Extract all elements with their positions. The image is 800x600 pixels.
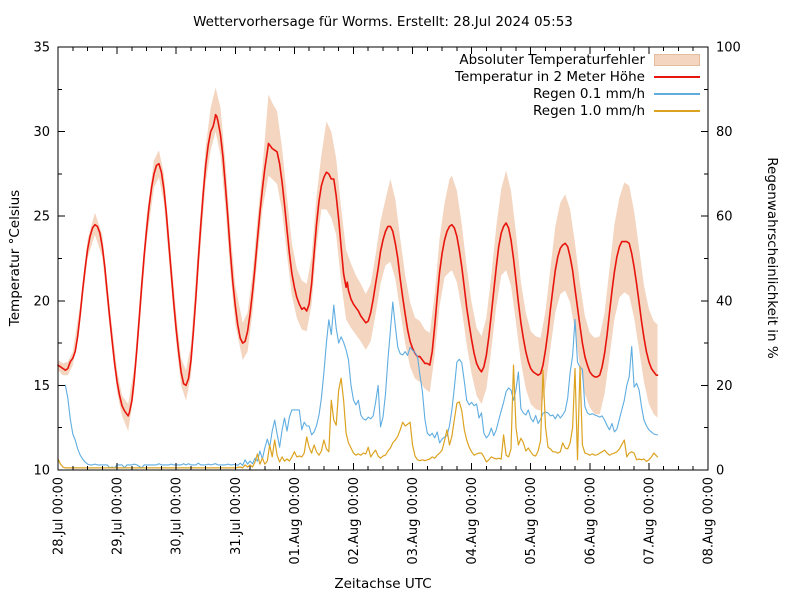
y-axis-label-right: Regenwahrscheinlichkeit in % <box>764 157 780 359</box>
y-left-tick-label: 30 <box>33 125 50 140</box>
x-tick-label: 28.Jul 00:00 <box>52 477 67 555</box>
y-right-tick-label: 80 <box>716 125 733 140</box>
temperature-error-band <box>58 87 658 432</box>
temperature-line <box>57 113 659 417</box>
y-right-tick-label: 60 <box>716 210 733 225</box>
y-right-tick-label: 100 <box>716 41 741 56</box>
legend-label: Regen 1.0 mm/h <box>533 102 645 119</box>
legend-item-temperature: Temperatur in 2 Meter Höhe <box>455 68 700 85</box>
y-left-tick-label: 10 <box>33 464 50 479</box>
y-left-tick-label: 25 <box>33 210 50 225</box>
y-axis-label-left: Temperatur °Celsius <box>7 189 23 327</box>
y-tick-labels-left: 10 15 20 25 30 35 <box>33 41 50 479</box>
x-tick-label: 07.Aug 00:00 <box>642 477 657 565</box>
x-tick-label: 30.Jul 00:00 <box>170 477 185 555</box>
x-tick-label: 29.Jul 00:00 <box>111 477 126 555</box>
x-tick-label: 04.Aug 00:00 <box>465 477 480 565</box>
x-tick-label: 06.Aug 00:00 <box>583 477 598 565</box>
y-right-tick-label: 0 <box>716 464 724 479</box>
y-left-tick-label: 15 <box>33 379 50 394</box>
x-axis-label: Zeitachse UTC <box>334 576 432 592</box>
x-tick-label: 08.Aug 00:00 <box>702 477 717 565</box>
x-tick-labels: 28.Jul 00:00 29.Jul 00:00 30.Jul 00:00 31.J… <box>52 477 717 565</box>
x-tick-label: 05.Aug 00:00 <box>524 477 539 565</box>
legend-item-rain-10: Regen 1.0 mm/h <box>455 102 700 119</box>
y-right-tick-label: 40 <box>716 294 733 309</box>
y-left-tick-label: 20 <box>33 294 50 309</box>
band-swatch-icon <box>654 53 700 66</box>
legend-label: Absoluter Temperaturfehler <box>459 51 645 68</box>
legend-label: Temperatur in 2 Meter Höhe <box>455 68 645 85</box>
legend-item-rain-01: Regen 0.1 mm/h <box>455 85 700 102</box>
chart-title: Wettervorhersage für Worms. Erstellt: 28… <box>193 14 573 30</box>
yellow-line-swatch-icon <box>654 109 700 112</box>
x-tick-label: 03.Aug 00:00 <box>406 477 421 565</box>
x-tick-label: 01.Aug 00:00 <box>288 477 303 565</box>
axis-ticks <box>57 46 709 471</box>
legend-label: Regen 0.1 mm/h <box>533 85 645 102</box>
x-tick-label: 31.Jul 00:00 <box>229 477 244 555</box>
legend-item-temperature-error: Absoluter Temperaturfehler <box>455 51 700 68</box>
y-left-tick-label: 35 <box>33 41 50 56</box>
y-right-tick-label: 20 <box>716 379 733 394</box>
y-tick-labels-right: 0 20 40 60 80 100 <box>716 41 741 479</box>
rain-01-line <box>64 301 659 469</box>
legend: Absoluter Temperaturfehler Temperatur in… <box>455 51 700 119</box>
red-line-swatch-icon <box>654 75 700 78</box>
x-tick-label: 02.Aug 00:00 <box>347 477 362 565</box>
blue-line-swatch-icon <box>654 92 700 95</box>
rain-10-line <box>57 364 659 469</box>
